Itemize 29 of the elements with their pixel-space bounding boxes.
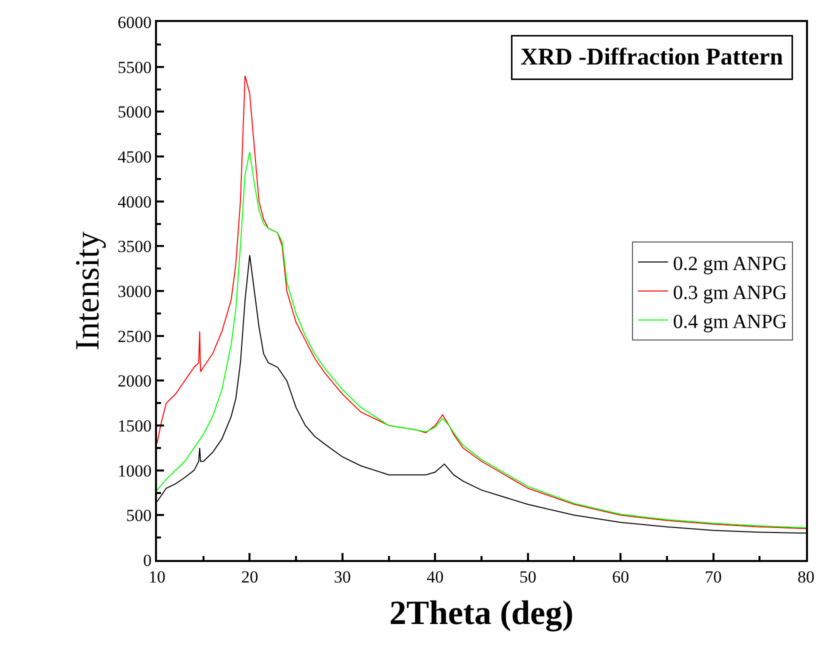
y-tick-label: 0 xyxy=(143,550,152,570)
y-tick-label: 4000 xyxy=(118,192,152,212)
y-tick-label: 5500 xyxy=(118,58,152,77)
x-tick-label: 30 xyxy=(334,567,351,586)
line-series xyxy=(157,75,806,530)
line-series xyxy=(157,152,806,528)
y-tick-label: 3000 xyxy=(118,282,152,301)
legend-label: 0.3 gm ANPG xyxy=(673,282,787,304)
y-tick-label: 6000 xyxy=(118,12,152,32)
x-tick-label: 40 xyxy=(426,567,444,586)
y-tick-label: 500 xyxy=(126,506,152,526)
x-tick-label: 50 xyxy=(519,567,536,586)
y-tick-label: 1500 xyxy=(118,416,152,436)
y-tick-label: 2000 xyxy=(118,372,152,391)
x-tick-label: 20 xyxy=(241,567,258,586)
y-tick-label: 2500 xyxy=(118,326,152,346)
y-tick-label: 1000 xyxy=(118,461,152,480)
x-tick-label: 70 xyxy=(704,567,722,586)
x-tick-label: 60 xyxy=(612,567,630,586)
y-tick-label: 4500 xyxy=(118,147,152,166)
x-tick-label: 80 xyxy=(798,567,814,586)
legend-label: 0.4 gm ANPG xyxy=(673,310,787,333)
y-axis-title: Intensity xyxy=(70,232,107,350)
y-tick-label: 3500 xyxy=(118,237,152,256)
x-tick-label: 10 xyxy=(148,567,166,586)
text: XRD -Diffraction Pattern xyxy=(520,44,784,70)
x-axis-title: 2Theta (deg) xyxy=(389,595,574,632)
y-tick-label: 5000 xyxy=(118,102,152,122)
legend-label: 0.2 gm ANPG xyxy=(673,252,787,275)
